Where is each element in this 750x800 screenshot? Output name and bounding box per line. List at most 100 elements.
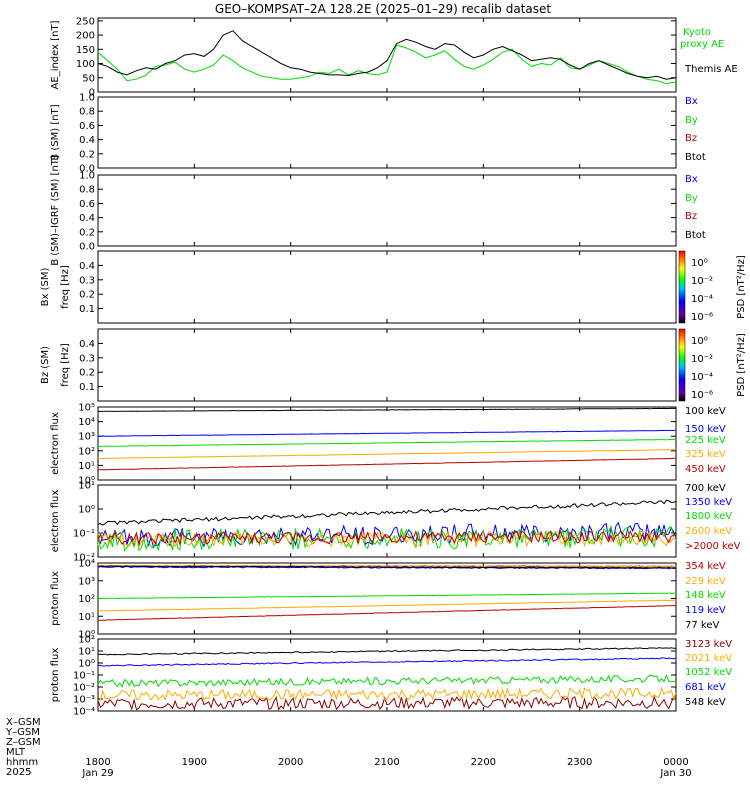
y-tick-label: 0.4 bbox=[79, 339, 95, 350]
y-tick-label: 0.2 bbox=[79, 368, 95, 379]
y-axis-label: freq [Hz] bbox=[60, 265, 71, 309]
y-tick-label: 10⁰ bbox=[78, 659, 95, 670]
y-tick-label: 0.1 bbox=[79, 382, 95, 393]
legend-entry: Themis AE bbox=[684, 64, 738, 75]
legend-entry: Btot bbox=[685, 152, 706, 163]
x-tick-label: 2100 bbox=[374, 757, 399, 768]
legend-entry: 2600 keV bbox=[685, 526, 732, 537]
series-line-450-kev bbox=[97, 457, 676, 471]
y-axis-label: proton flux bbox=[50, 648, 61, 703]
x-tick-label: 2300 bbox=[567, 757, 592, 768]
y-tick-label: 1.0 bbox=[79, 171, 95, 182]
x-date-label: Jan 29 bbox=[81, 768, 113, 779]
y-tick-label: 10⁻⁴ bbox=[73, 707, 95, 718]
legend-entry: Bx bbox=[685, 96, 698, 107]
y-tick-label: 10⁰ bbox=[78, 476, 95, 487]
colorbar-tick-label: 10⁰ bbox=[691, 258, 708, 269]
y-tick-label: 10⁴ bbox=[78, 417, 95, 428]
panel-frame bbox=[97, 562, 677, 635]
y-tick-label: 0.8 bbox=[79, 107, 95, 118]
series-line-700-kev bbox=[97, 499, 677, 526]
legend-entry: Bz bbox=[685, 133, 697, 144]
y-tick-label: 10² bbox=[78, 446, 95, 457]
series-line-150-kev bbox=[98, 429, 677, 437]
legend-entry: Bx bbox=[685, 174, 698, 185]
legend-entry: >2000 keV bbox=[685, 541, 741, 552]
y-tick-label: 0 bbox=[89, 88, 95, 99]
series-line-148-kev bbox=[98, 592, 677, 600]
legend-entry: 1800 keV bbox=[685, 511, 732, 522]
series-line-2600-kev bbox=[97, 529, 677, 549]
y-tick-label: 150 bbox=[76, 45, 95, 56]
series-line-themis-ae bbox=[97, 30, 677, 80]
y-tick-label: 0.0 bbox=[79, 242, 95, 253]
y-tick-label: 10³ bbox=[78, 576, 95, 587]
series-line-681-kev bbox=[97, 657, 677, 667]
y-axis-label: electron flux bbox=[50, 490, 61, 553]
series-line-100-kev bbox=[97, 407, 676, 412]
legend-entry: 225 keV bbox=[685, 435, 726, 446]
legend-entry: Btot bbox=[685, 230, 706, 241]
x-tick-label: 0000 bbox=[663, 757, 688, 768]
series-line-548-kev bbox=[97, 647, 677, 656]
colorbar-label: PSD [nT²/Hz] bbox=[736, 333, 747, 397]
plot-title: GEO–KOMPSAT–2A 128.2E (2025–01–29) recal… bbox=[215, 2, 551, 16]
y-tick-label: 50 bbox=[82, 73, 95, 84]
legend-entry: 681 keV bbox=[685, 682, 726, 693]
legend-entry: proxy AE bbox=[680, 39, 724, 50]
series-line-225-kev bbox=[97, 438, 676, 448]
y-tick-label: 10² bbox=[78, 635, 95, 646]
panel-frame bbox=[97, 96, 677, 169]
series-line-unnamed bbox=[98, 599, 677, 612]
legend-entry: 148 keV bbox=[685, 590, 726, 601]
legend-entry: By bbox=[685, 193, 698, 204]
y-tick-label: 10⁵ bbox=[78, 403, 95, 414]
colorbar-tick-label: 10⁻⁴ bbox=[691, 372, 713, 383]
series-line-unnamed bbox=[97, 605, 676, 621]
y-axis-label: B (SM)–IGRF (SM) [nT] bbox=[50, 155, 61, 266]
y-tick-label: 0.2 bbox=[79, 149, 95, 160]
y-axis-label: freq [Hz] bbox=[60, 343, 71, 387]
series-line--2000-kev bbox=[97, 529, 677, 546]
legend-entry: 1350 keV bbox=[685, 497, 732, 508]
y-tick-label: 10³ bbox=[78, 432, 95, 443]
y-axis-label: proton flux bbox=[50, 571, 61, 626]
legend-entry: 3123 keV bbox=[685, 639, 732, 650]
y-axis-label: AE_index [nT] bbox=[50, 20, 61, 89]
y-tick-label: 10⁻² bbox=[73, 553, 95, 564]
y-tick-label: 250 bbox=[76, 16, 95, 27]
x-row-label: Z–GSM bbox=[6, 737, 41, 748]
y-axis-label: Bz (SM) bbox=[40, 346, 51, 384]
colorbar-tick-label: 10⁻⁶ bbox=[691, 312, 713, 323]
y-tick-label: 10⁴ bbox=[78, 559, 95, 570]
colorbar bbox=[678, 328, 686, 402]
x-row-label: X–GSM bbox=[6, 717, 41, 728]
y-tick-label: 10⁻³ bbox=[73, 695, 95, 706]
y-tick-label: 10¹ bbox=[78, 647, 95, 658]
y-tick-label: 0.3 bbox=[79, 353, 95, 364]
y-tick-label: 0.2 bbox=[79, 227, 95, 238]
legend-entry: 1052 keV bbox=[685, 667, 732, 678]
colorbar-label: PSD [nT²/Hz] bbox=[736, 255, 747, 319]
legend-entry: 77 keV bbox=[685, 620, 719, 631]
colorbar-tick-label: 10⁻⁴ bbox=[691, 294, 713, 305]
y-tick-label: 0.4 bbox=[79, 261, 95, 272]
x-tick-label: 2200 bbox=[471, 757, 496, 768]
y-tick-label: 0.2 bbox=[79, 290, 95, 301]
x-row-label: MLT bbox=[6, 747, 26, 758]
panel-frame bbox=[97, 174, 677, 247]
series-line-kyoto-proxy-ae bbox=[97, 44, 677, 85]
legend-entry: 700 keV bbox=[685, 483, 726, 494]
series-line-1800-kev bbox=[97, 524, 677, 552]
y-tick-label: 100 bbox=[76, 59, 95, 70]
y-tick-label: 10¹ bbox=[78, 461, 95, 472]
colorbar-tick-label: 10⁻² bbox=[691, 354, 713, 365]
x-row-label: 2025 bbox=[6, 767, 31, 778]
y-tick-label: 10⁻¹ bbox=[73, 671, 95, 682]
y-tick-label: 10² bbox=[78, 594, 95, 605]
series-line-1052-kev bbox=[97, 673, 677, 688]
legend-entry: 325 keV bbox=[685, 449, 726, 460]
legend-entry: 229 keV bbox=[685, 576, 726, 587]
legend-entry: 354 keV bbox=[685, 561, 726, 572]
